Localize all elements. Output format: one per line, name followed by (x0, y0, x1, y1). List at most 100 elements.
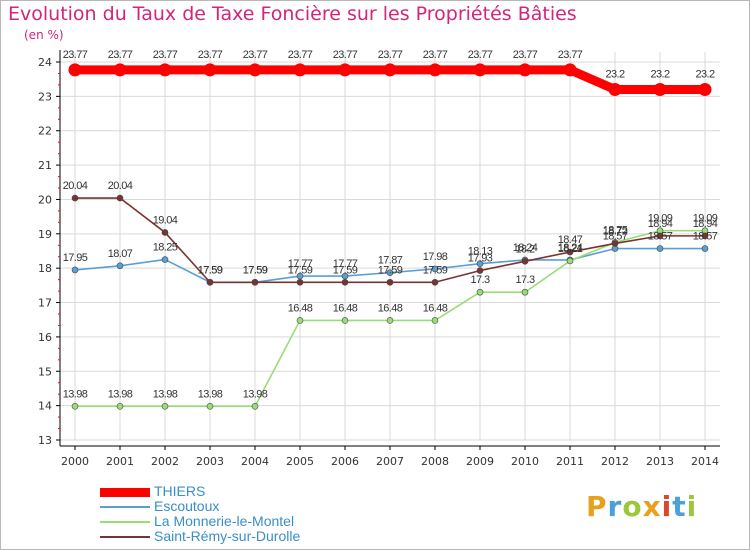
data-label: 23.77 (423, 49, 448, 61)
data-label: 16.48 (423, 302, 448, 314)
logo-letter: t (672, 490, 687, 523)
y-tick-label: 22 (38, 125, 52, 138)
data-point (116, 403, 124, 410)
data-label: 19.04 (153, 214, 178, 226)
data-label: 17.59 (378, 264, 403, 276)
data-label: 18.57 (648, 231, 673, 243)
data-label: 23.77 (513, 49, 538, 61)
data-label: 23.77 (153, 49, 178, 61)
x-tick-label: 2013 (646, 455, 674, 468)
data-label: 17.77 (333, 258, 358, 270)
x-tick-label: 2003 (196, 455, 224, 468)
data-label: 18.21 (558, 243, 583, 255)
unit-label: (en %) (24, 28, 64, 42)
data-point (701, 245, 709, 252)
data-label: 17.59 (288, 264, 313, 276)
data-point (566, 248, 574, 256)
data-point (113, 63, 127, 77)
data-point (608, 82, 622, 96)
legend-label: Saint-Rémy-sur-Durolle (154, 528, 301, 544)
y-tick-label: 19 (38, 228, 52, 241)
data-point (293, 63, 307, 77)
data-label: 18.25 (153, 242, 178, 254)
data-label: 13.98 (198, 388, 223, 400)
data-label: 18.2 (515, 243, 534, 255)
data-point (521, 288, 529, 296)
data-point (473, 63, 487, 77)
legend-swatch (100, 521, 150, 523)
data-point (116, 194, 124, 202)
data-label: 23.77 (378, 49, 403, 61)
data-point (68, 63, 82, 77)
logo-letter: P (586, 490, 608, 523)
y-tick-label: 17 (38, 297, 52, 310)
legend-swatch (100, 488, 150, 497)
data-label: 17.3 (515, 274, 534, 286)
logo-letter: i (686, 490, 698, 523)
data-point (71, 194, 79, 202)
data-point (656, 245, 664, 252)
x-tick-label: 2007 (376, 455, 404, 468)
data-label: 17.3 (470, 274, 489, 286)
data-point (206, 278, 214, 286)
data-point (656, 232, 664, 240)
x-tick-label: 2014 (691, 455, 719, 468)
legend-label: La Monnerie-le-Montel (154, 513, 295, 529)
data-point (296, 317, 304, 324)
x-tick-label: 2001 (106, 455, 134, 468)
data-point (563, 63, 577, 77)
data-point (386, 269, 394, 276)
data-point (431, 278, 439, 286)
data-point (428, 63, 442, 77)
data-label: 17.59 (198, 264, 223, 276)
logo-letter: x (642, 490, 662, 523)
data-label: 18.75 (603, 224, 628, 236)
data-label: 18.24 (513, 242, 538, 254)
legend-swatch (100, 506, 150, 508)
data-label: 23.77 (468, 49, 493, 61)
data-point (71, 403, 79, 410)
data-point (386, 317, 394, 324)
x-tick-label: 2009 (466, 455, 494, 468)
data-point (203, 63, 217, 77)
data-label: 17.59 (423, 264, 448, 276)
data-label: 18.57 (603, 231, 628, 243)
x-tick-label: 2012 (601, 455, 629, 468)
data-label: 18.94 (648, 218, 673, 230)
y-tick-label: 24 (38, 56, 52, 69)
data-point (431, 317, 439, 324)
data-point (476, 260, 484, 268)
data-label: 19.09 (648, 213, 673, 225)
data-label: 18.24 (558, 242, 583, 254)
y-tick-label: 21 (38, 159, 52, 172)
data-label: 13.98 (243, 388, 268, 400)
data-point (698, 82, 712, 96)
y-tick-label: 23 (38, 90, 52, 103)
data-label: 23.77 (333, 49, 358, 61)
data-label: 17.98 (423, 251, 448, 263)
data-point (206, 403, 214, 410)
data-label: 23.77 (198, 49, 223, 61)
data-label: 17.95 (63, 252, 88, 264)
legend-label: Escoutoux (154, 498, 220, 514)
data-label: 13.98 (153, 388, 178, 400)
data-label: 23.77 (243, 49, 268, 61)
data-point (521, 258, 529, 265)
data-label: 16.48 (378, 302, 403, 314)
x-tick-label: 2006 (331, 455, 359, 468)
data-point (611, 240, 619, 247)
y-tick-label: 13 (38, 434, 52, 447)
proxiti-logo: Proxiti (586, 490, 697, 523)
data-point (386, 278, 394, 286)
logo-letter: r (607, 490, 623, 523)
data-label: 18.57 (693, 231, 718, 243)
y-tick-label: 16 (38, 331, 52, 344)
data-label: 23.2 (605, 68, 624, 80)
data-label: 13.98 (63, 388, 88, 400)
logo-letter: i (661, 490, 673, 523)
data-point (701, 232, 709, 240)
data-label: 19.09 (693, 213, 718, 225)
data-label: 17.59 (333, 264, 358, 276)
data-point (158, 63, 172, 77)
